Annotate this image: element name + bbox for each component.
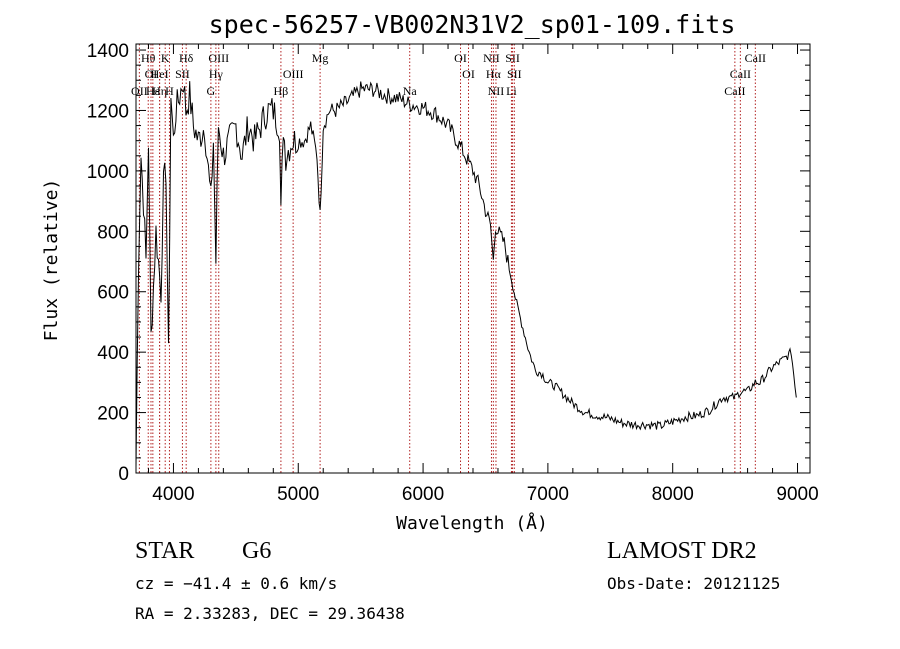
coordinates: RA = 2.33283, DEC = 29.36438: [135, 604, 405, 623]
spectral-line-label-7: H: [165, 84, 174, 98]
y-tick-label-800: 800: [97, 222, 129, 243]
spectral-line-label-13: Hβ: [274, 84, 289, 98]
redshift-cz: cz = −41.4 ± 0.6 km/s: [135, 574, 338, 593]
spectral-line-label-16: Na: [403, 84, 418, 98]
spectral-line-label-22: Li: [506, 84, 517, 98]
y-tick-label-1000: 1000: [87, 162, 129, 183]
spectral-line-label-4: HeI: [151, 67, 169, 81]
x-tick-label-9000: 9000: [776, 484, 818, 505]
y-tick-label-400: 400: [97, 343, 129, 364]
object-subclass: G6: [242, 538, 272, 564]
spectral-line-label-2: OI: [145, 67, 158, 81]
x-tick-label-8000: 8000: [652, 484, 694, 505]
spectral-line-label-12: OIII: [208, 51, 229, 65]
spectral-line-markers: OIIHθOIHεHeIHηKHSIIHδGHγOIIIHβOIIIMgNaOI…: [131, 44, 766, 473]
spectral-line-label-5: Hη: [152, 84, 167, 98]
spectral-line-label-3: Hε: [146, 84, 160, 98]
observation-date: Obs-Date: 20121125: [607, 574, 781, 593]
spectral-line-label-23: SII: [505, 51, 520, 65]
spectrum-line: [135, 81, 797, 468]
chart-title: spec-56257-VB002N31V2_sp01-109.fits: [209, 10, 736, 39]
plot-frame: [135, 43, 811, 474]
x-tick-label-7000: 7000: [527, 484, 569, 505]
spectral-line-label-21: NII: [488, 84, 505, 98]
spectral-line-label-0: OII: [131, 84, 148, 98]
spectrum-series: [135, 81, 797, 468]
x-tick-label-6000: 6000: [402, 484, 444, 505]
y-tick-label-1200: 1200: [87, 101, 129, 122]
spectral-line-label-24: SII: [507, 67, 522, 81]
plot-axes: 4000 5000 6000 7000 8000 9000 0 200 400 600 800 100…: [87, 41, 819, 505]
y-tick-label-200: 200: [97, 404, 129, 425]
spectral-line-label-17: OI: [454, 51, 467, 65]
x-tick-label-4000: 4000: [152, 484, 194, 505]
spectral-line-label-1: Hθ: [141, 51, 156, 65]
spectral-line-label-9: Hδ: [179, 51, 194, 65]
x-axis-label: Wavelength (Å): [396, 512, 548, 534]
spectral-line-label-8: SII: [175, 67, 190, 81]
survey-name: LAMOST DR2: [607, 538, 757, 564]
object-class: STAR: [135, 538, 195, 564]
y-tick-label-600: 600: [97, 283, 129, 304]
y-tick-label-0: 0: [118, 464, 129, 485]
spectral-line-label-6: K: [161, 51, 170, 65]
y-tick-label-1400: 1400: [87, 41, 129, 62]
spectral-line-label-20: Hα: [486, 67, 502, 81]
spectral-line-label-26: CaII: [730, 67, 751, 81]
spectral-line-label-10: G: [207, 84, 216, 98]
spectral-line-label-27: CaII: [745, 51, 766, 65]
spectral-line-label-19: NII: [483, 51, 500, 65]
spectral-line-label-25: CaII: [724, 84, 745, 98]
x-tick-label-5000: 5000: [277, 484, 319, 505]
y-axis-label: Flux (relative): [41, 179, 62, 342]
spectral-line-label-18: OI: [462, 67, 475, 81]
spectral-line-label-15: Mg: [312, 51, 329, 65]
spectral-line-label-11: Hγ: [209, 67, 224, 81]
spectral-line-label-14: OIII: [283, 67, 304, 81]
